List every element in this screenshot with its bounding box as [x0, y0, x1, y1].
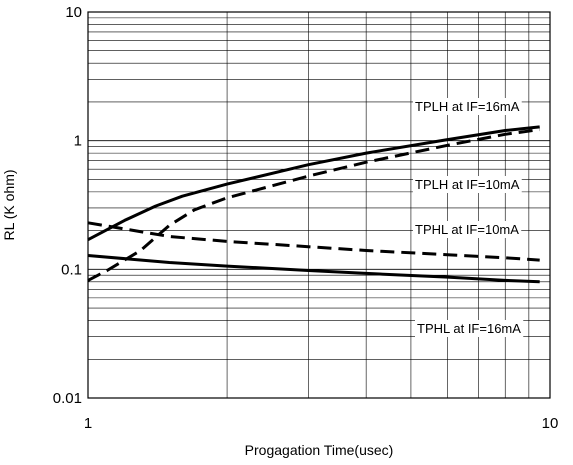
annotation-text: TPLH at IF=10mA: [415, 177, 520, 192]
x-tick-label: 1: [84, 415, 92, 432]
annotation-text: TPLH at IF=16mA: [415, 99, 520, 114]
series-line-1: [87, 125, 540, 242]
annotation-background: [413, 98, 522, 115]
plot-frame: [87, 11, 551, 399]
y-tick-label: 10: [65, 4, 82, 21]
series-line-2: [87, 128, 540, 282]
annotation-text: TPHL at IF=10mA: [415, 222, 519, 237]
annotation-background: [413, 176, 522, 193]
annotation-label: TPLH at IF=10mA: [413, 176, 522, 193]
annotation-background: [415, 320, 524, 337]
annotation-label: TPHL at IF=10mA: [413, 221, 522, 238]
x-axis-title: Progagation Time(usec): [245, 442, 394, 458]
series-lines: [87, 125, 540, 284]
x-tick-labels: 1 10: [84, 415, 559, 432]
y-tick-label: 1: [74, 133, 82, 150]
x-tick-label: 10: [542, 415, 559, 432]
annotations: TPLH at IF=16mA TPLH at IF=10mA TPHL at IF…: [413, 98, 524, 337]
series-line-4: [87, 254, 540, 284]
y-tick-label: 0.01: [53, 390, 82, 407]
annotation-background: [413, 221, 522, 238]
series-line-3: [87, 221, 540, 262]
annotation-label: TPHL at IF=16mA: [415, 320, 524, 337]
annotation-label: TPLH at IF=16mA: [413, 98, 522, 115]
annotation-text: TPHL at IF=16mA: [417, 321, 521, 336]
y-tick-labels: 0.01 0.1 1 10: [53, 4, 82, 407]
y-axis-title: RL (K ohm): [1, 169, 17, 240]
y-tick-label: 0.1: [61, 261, 82, 278]
